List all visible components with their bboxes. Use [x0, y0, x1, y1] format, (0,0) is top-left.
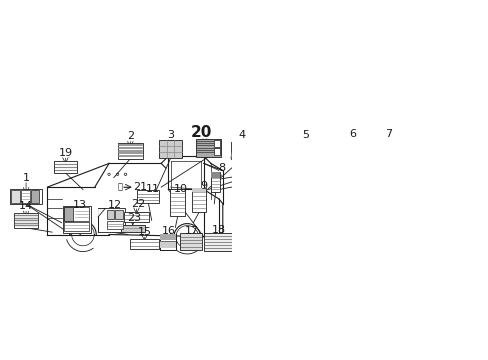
Text: 11: 11 — [146, 184, 160, 194]
Text: 13: 13 — [73, 200, 86, 210]
Bar — [121, 225, 144, 232]
Bar — [295, 144, 316, 157]
Bar — [180, 233, 202, 250]
Bar — [21, 190, 30, 203]
Text: 8: 8 — [218, 163, 225, 173]
Text: 12: 12 — [108, 200, 122, 210]
Bar — [295, 144, 305, 157]
Text: 4: 4 — [238, 130, 245, 140]
Bar — [63, 206, 90, 233]
Text: 19: 19 — [58, 148, 72, 158]
Bar — [203, 233, 232, 251]
Text: 10: 10 — [174, 184, 188, 194]
Bar — [378, 150, 384, 156]
Bar — [211, 172, 220, 178]
Bar — [196, 139, 221, 157]
Bar — [14, 213, 38, 228]
Bar — [115, 210, 122, 219]
Text: 21: 21 — [133, 182, 146, 192]
Bar — [11, 190, 20, 203]
Bar — [170, 189, 185, 216]
Bar — [392, 145, 397, 150]
Bar — [214, 148, 220, 155]
Text: 20: 20 — [190, 125, 212, 140]
Bar — [160, 234, 176, 240]
Bar — [192, 188, 205, 192]
Text: 18: 18 — [211, 225, 225, 235]
Bar — [130, 239, 159, 249]
Bar — [64, 222, 89, 231]
Bar — [64, 207, 73, 221]
Text: 22: 22 — [131, 199, 145, 209]
Bar — [378, 144, 398, 157]
Text: 23: 23 — [127, 213, 141, 223]
Bar — [214, 140, 220, 147]
Text: 3: 3 — [167, 130, 174, 140]
Bar — [392, 150, 397, 156]
Bar — [385, 150, 391, 156]
Bar — [31, 190, 39, 203]
Bar — [10, 189, 42, 204]
Bar — [159, 140, 182, 158]
Text: 6: 6 — [349, 129, 356, 139]
Text: 14: 14 — [19, 201, 33, 211]
Bar — [118, 143, 142, 159]
Bar — [295, 144, 316, 157]
Bar — [98, 208, 124, 232]
Bar — [160, 241, 176, 248]
Text: 1: 1 — [22, 173, 29, 183]
Bar — [123, 212, 149, 222]
Bar — [230, 142, 252, 159]
Bar — [160, 234, 176, 250]
Bar — [378, 145, 384, 150]
Text: ⌖: ⌖ — [117, 183, 122, 192]
Bar — [192, 188, 205, 212]
Text: 7: 7 — [385, 129, 391, 139]
Bar — [137, 190, 159, 203]
Bar — [211, 172, 220, 192]
Text: 15: 15 — [137, 227, 151, 237]
Text: 5: 5 — [302, 130, 308, 140]
Text: 9: 9 — [200, 181, 207, 191]
Bar — [106, 210, 114, 219]
Polygon shape — [98, 208, 105, 217]
Text: 17: 17 — [184, 226, 199, 236]
Bar — [54, 161, 77, 173]
Bar — [160, 234, 176, 250]
Bar — [385, 145, 391, 150]
Text: 16: 16 — [162, 226, 176, 236]
Bar — [342, 142, 363, 156]
Text: 2: 2 — [126, 131, 134, 141]
Bar — [64, 207, 89, 221]
Bar — [106, 221, 122, 229]
